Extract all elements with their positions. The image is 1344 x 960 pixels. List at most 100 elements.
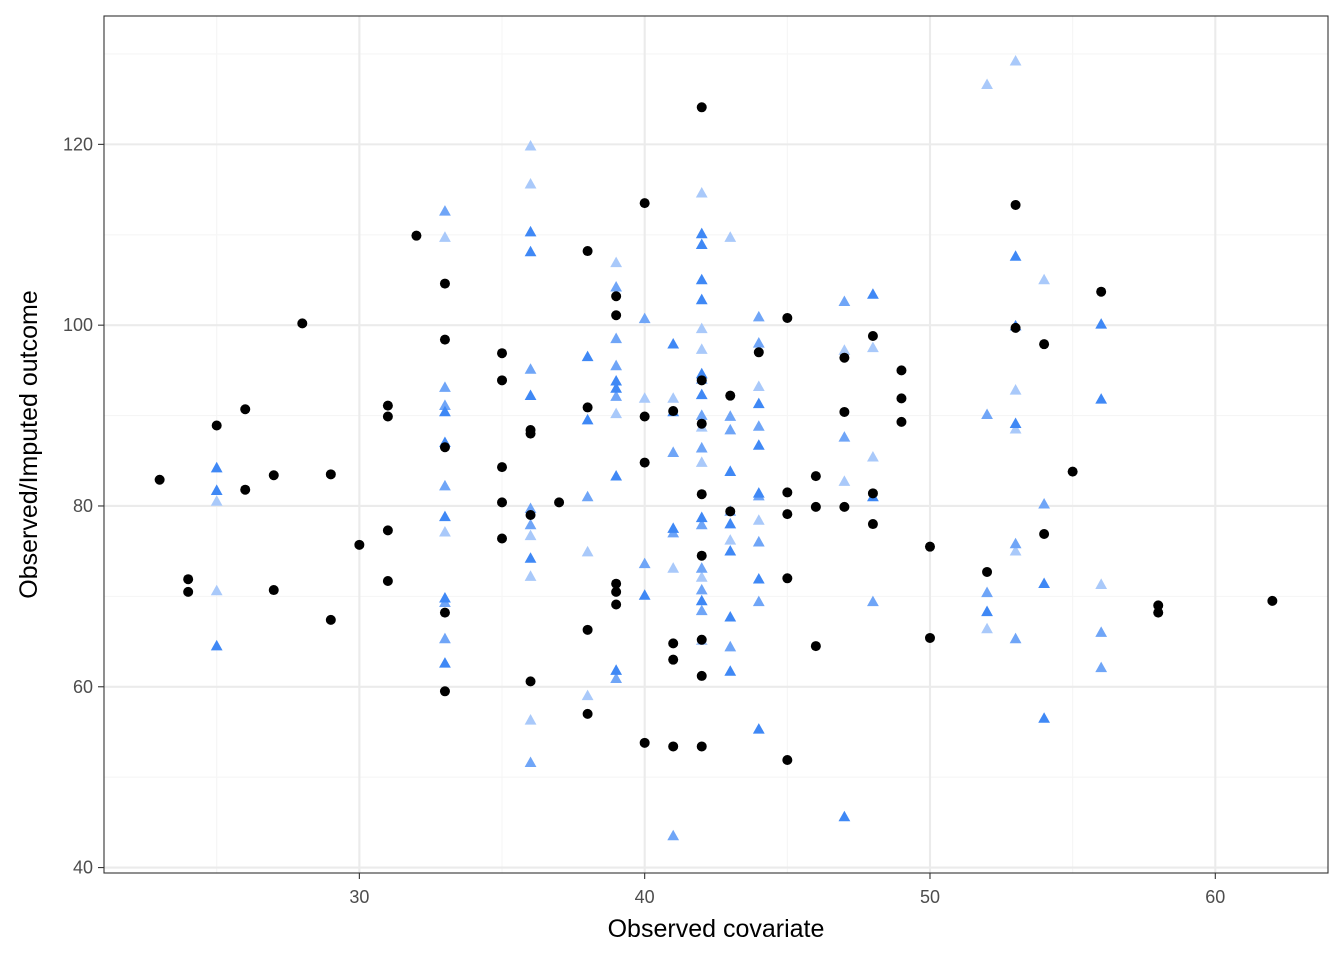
observed-point — [696, 418, 707, 429]
observed-point — [1039, 528, 1050, 539]
observed-point — [1096, 286, 1107, 297]
imputed-point — [838, 431, 851, 442]
imputed-point — [981, 605, 993, 617]
imputed-point — [724, 534, 737, 545]
imputed-point — [439, 381, 451, 392]
observed-point — [782, 573, 793, 584]
observed-point — [867, 519, 878, 530]
imputed-point — [695, 441, 708, 453]
imputed-point — [981, 408, 993, 420]
imputed-point — [695, 227, 708, 239]
imputed-point — [439, 399, 451, 410]
y-tick-label: 120 — [63, 134, 93, 154]
observed-point — [382, 411, 393, 422]
observed-point — [696, 634, 707, 645]
imputed-point — [210, 584, 223, 596]
imputed-point — [838, 344, 851, 355]
imputed-point — [1009, 384, 1022, 395]
observed-point — [924, 541, 935, 552]
imputed-point — [439, 479, 451, 491]
imputed-point — [581, 413, 594, 425]
imputed-point — [667, 446, 680, 457]
imputed-point — [610, 332, 623, 344]
observed-point — [382, 400, 393, 411]
imputed-point — [1009, 632, 1022, 644]
imputed-point — [752, 723, 765, 734]
observed-point — [439, 278, 450, 289]
observed-point — [525, 428, 536, 439]
observed-point — [382, 525, 393, 536]
observed-point — [753, 347, 764, 358]
imputed-point — [524, 570, 537, 581]
imputed-point — [667, 522, 680, 533]
observed-point — [411, 230, 422, 241]
imputed-point — [439, 405, 451, 417]
observed-point — [497, 462, 508, 473]
observed-point — [668, 406, 679, 417]
imputed-point — [724, 517, 737, 529]
data-points — [154, 55, 1278, 841]
observed-point — [810, 501, 821, 512]
y-tick-label: 60 — [73, 677, 93, 697]
observed-point — [439, 334, 450, 345]
imputed-point — [610, 281, 623, 292]
imputed-point — [210, 484, 223, 495]
observed-point — [211, 420, 222, 431]
observed-point — [582, 246, 593, 257]
imputed-point — [524, 139, 537, 151]
y-tick-label: 80 — [73, 496, 93, 516]
imputed-point — [838, 295, 851, 307]
imputed-point — [695, 343, 708, 354]
observed-point — [1153, 607, 1164, 618]
observed-point — [924, 632, 935, 643]
observed-point — [497, 497, 508, 508]
imputed-point — [695, 293, 708, 305]
observed-point — [839, 501, 850, 512]
observed-point — [554, 497, 565, 508]
observed-point — [696, 102, 707, 113]
observed-point — [810, 641, 821, 652]
imputed-point — [724, 465, 737, 476]
imputed-point — [695, 273, 708, 285]
imputed-point — [638, 312, 651, 324]
imputed-point — [695, 518, 708, 530]
imputed-point — [610, 375, 623, 386]
imputed-point — [867, 595, 879, 607]
imputed-point — [524, 756, 537, 768]
observed-point — [896, 365, 907, 376]
imputed-point — [752, 487, 765, 498]
observed-point — [240, 484, 251, 495]
observed-point — [639, 737, 650, 748]
imputed-point — [1095, 661, 1108, 673]
imputed-point — [838, 810, 851, 822]
imputed-point — [439, 231, 451, 242]
imputed-point — [1038, 712, 1051, 723]
x-tick-label: 60 — [1205, 887, 1225, 907]
imputed-point — [838, 475, 851, 486]
imputed-point — [724, 610, 737, 622]
observed-point — [1010, 322, 1021, 333]
imputed-point — [1009, 537, 1022, 549]
imputed-point — [752, 595, 765, 607]
imputed-point — [752, 572, 765, 584]
observed-point — [382, 576, 393, 587]
observed-point — [325, 469, 336, 480]
imputed-point — [610, 256, 623, 268]
imputed-point — [867, 341, 879, 353]
imputed-point — [695, 456, 708, 467]
observed-point — [867, 331, 878, 342]
observed-point — [1067, 466, 1078, 477]
observed-point — [240, 404, 251, 415]
observed-point — [896, 393, 907, 404]
imputed-point — [524, 502, 537, 514]
imputed-point — [724, 544, 737, 556]
grid-lines — [104, 16, 1328, 873]
imputed-point — [752, 337, 765, 348]
imputed-point — [752, 380, 765, 391]
imputed-point — [1095, 578, 1108, 589]
observed-point — [497, 348, 508, 359]
observed-point — [639, 198, 650, 209]
observed-point — [982, 566, 993, 577]
